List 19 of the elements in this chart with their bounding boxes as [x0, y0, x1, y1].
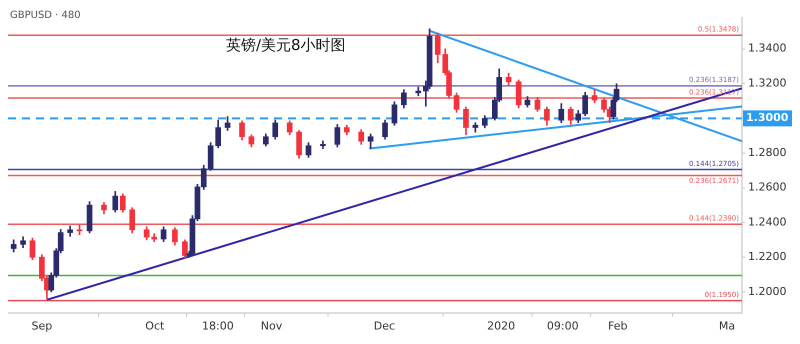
- x-tick-label: 09:00: [546, 319, 579, 332]
- x-tick-label: Dec: [374, 319, 396, 332]
- ref-line-label: 1.3000: [746, 111, 789, 124]
- x-tick-label: Sep: [32, 319, 52, 332]
- y-tick-label: 1.3400: [748, 42, 786, 55]
- y-tick-label: 1.2000: [748, 284, 786, 298]
- x-tick-label: Nov: [260, 319, 283, 332]
- x-tick-label: 2020: [487, 319, 516, 332]
- x-tick-label: Ma: [718, 319, 736, 332]
- y-tick-label: 1.2200: [748, 250, 786, 264]
- x-tick-label: Feb: [608, 319, 628, 332]
- x-tick-label: Oct: [145, 319, 165, 332]
- text: 英镑/美元8小时图: [226, 36, 346, 55]
- y-tick-label: 1.3200: [748, 76, 786, 90]
- y-tick-label: 1.2800: [748, 146, 786, 159]
- annotation: GBPUSD · 480: [10, 10, 81, 21]
- x-tick-label: 18:00: [202, 319, 234, 332]
- y-tick-label: 1.2600: [748, 180, 786, 194]
- y-tick-label: 1.2400: [748, 215, 786, 228]
